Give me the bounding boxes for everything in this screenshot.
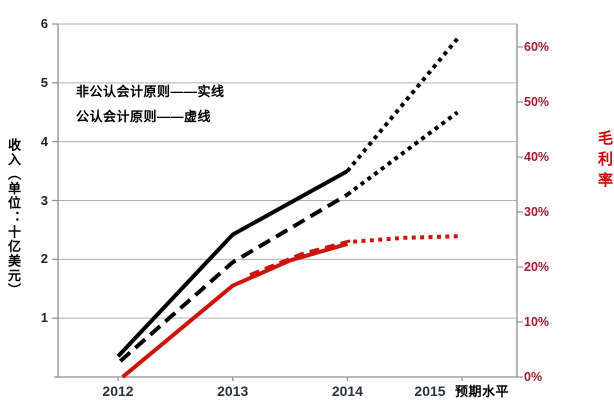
left-axis-title: 收入（单位：十亿美元） bbox=[6, 138, 21, 298]
revenue-gaap-projected-line bbox=[346, 110, 459, 197]
right-axis-tick-label: 10% bbox=[524, 315, 550, 329]
right-axis-title: 毛利率 bbox=[596, 130, 613, 193]
left-axis-tick-label: 2 bbox=[40, 251, 48, 267]
right-axis-tick-label: 20% bbox=[524, 260, 550, 274]
right-axis-tick-label: 30% bbox=[524, 205, 550, 219]
x-axis-label-2015: 2015 bbox=[414, 383, 446, 399]
margin-gaap-actual-line bbox=[249, 238, 354, 277]
right-axis-tick-label: 0% bbox=[524, 370, 543, 384]
left-axis-tick-label: 5 bbox=[40, 74, 48, 90]
x-axis-label-2014: 2014 bbox=[331, 383, 363, 399]
margin-nongaap-actual-line bbox=[121, 241, 348, 379]
x-axis-annotation: 预期水平 bbox=[454, 384, 509, 399]
legend-gaap-dashed: 公认会计原则——虚线 bbox=[76, 109, 212, 124]
legend-nongaap-solid: 非公认会计原则——实线 bbox=[76, 84, 225, 99]
revenue-nongaap-actual-line bbox=[116, 169, 349, 358]
right-axis-tick-label: 50% bbox=[524, 95, 550, 109]
left-axis-tick-label: 4 bbox=[40, 133, 48, 149]
left-axis-tick-label: 6 bbox=[40, 16, 48, 31]
x-axis-label-2012: 2012 bbox=[102, 383, 134, 399]
left-axis-tick-label: 3 bbox=[40, 192, 48, 208]
revenue-nongaap-projected-line bbox=[345, 34, 462, 173]
right-axis-tick-label: 40% bbox=[524, 150, 550, 164]
margin-projected-line bbox=[352, 234, 460, 244]
revenue-gaap-actual-line bbox=[118, 192, 349, 363]
x-axis-label-2013: 2013 bbox=[217, 383, 249, 399]
left-axis-tick-label: 1 bbox=[40, 310, 48, 326]
right-axis-tick-label: 60% bbox=[524, 40, 550, 54]
